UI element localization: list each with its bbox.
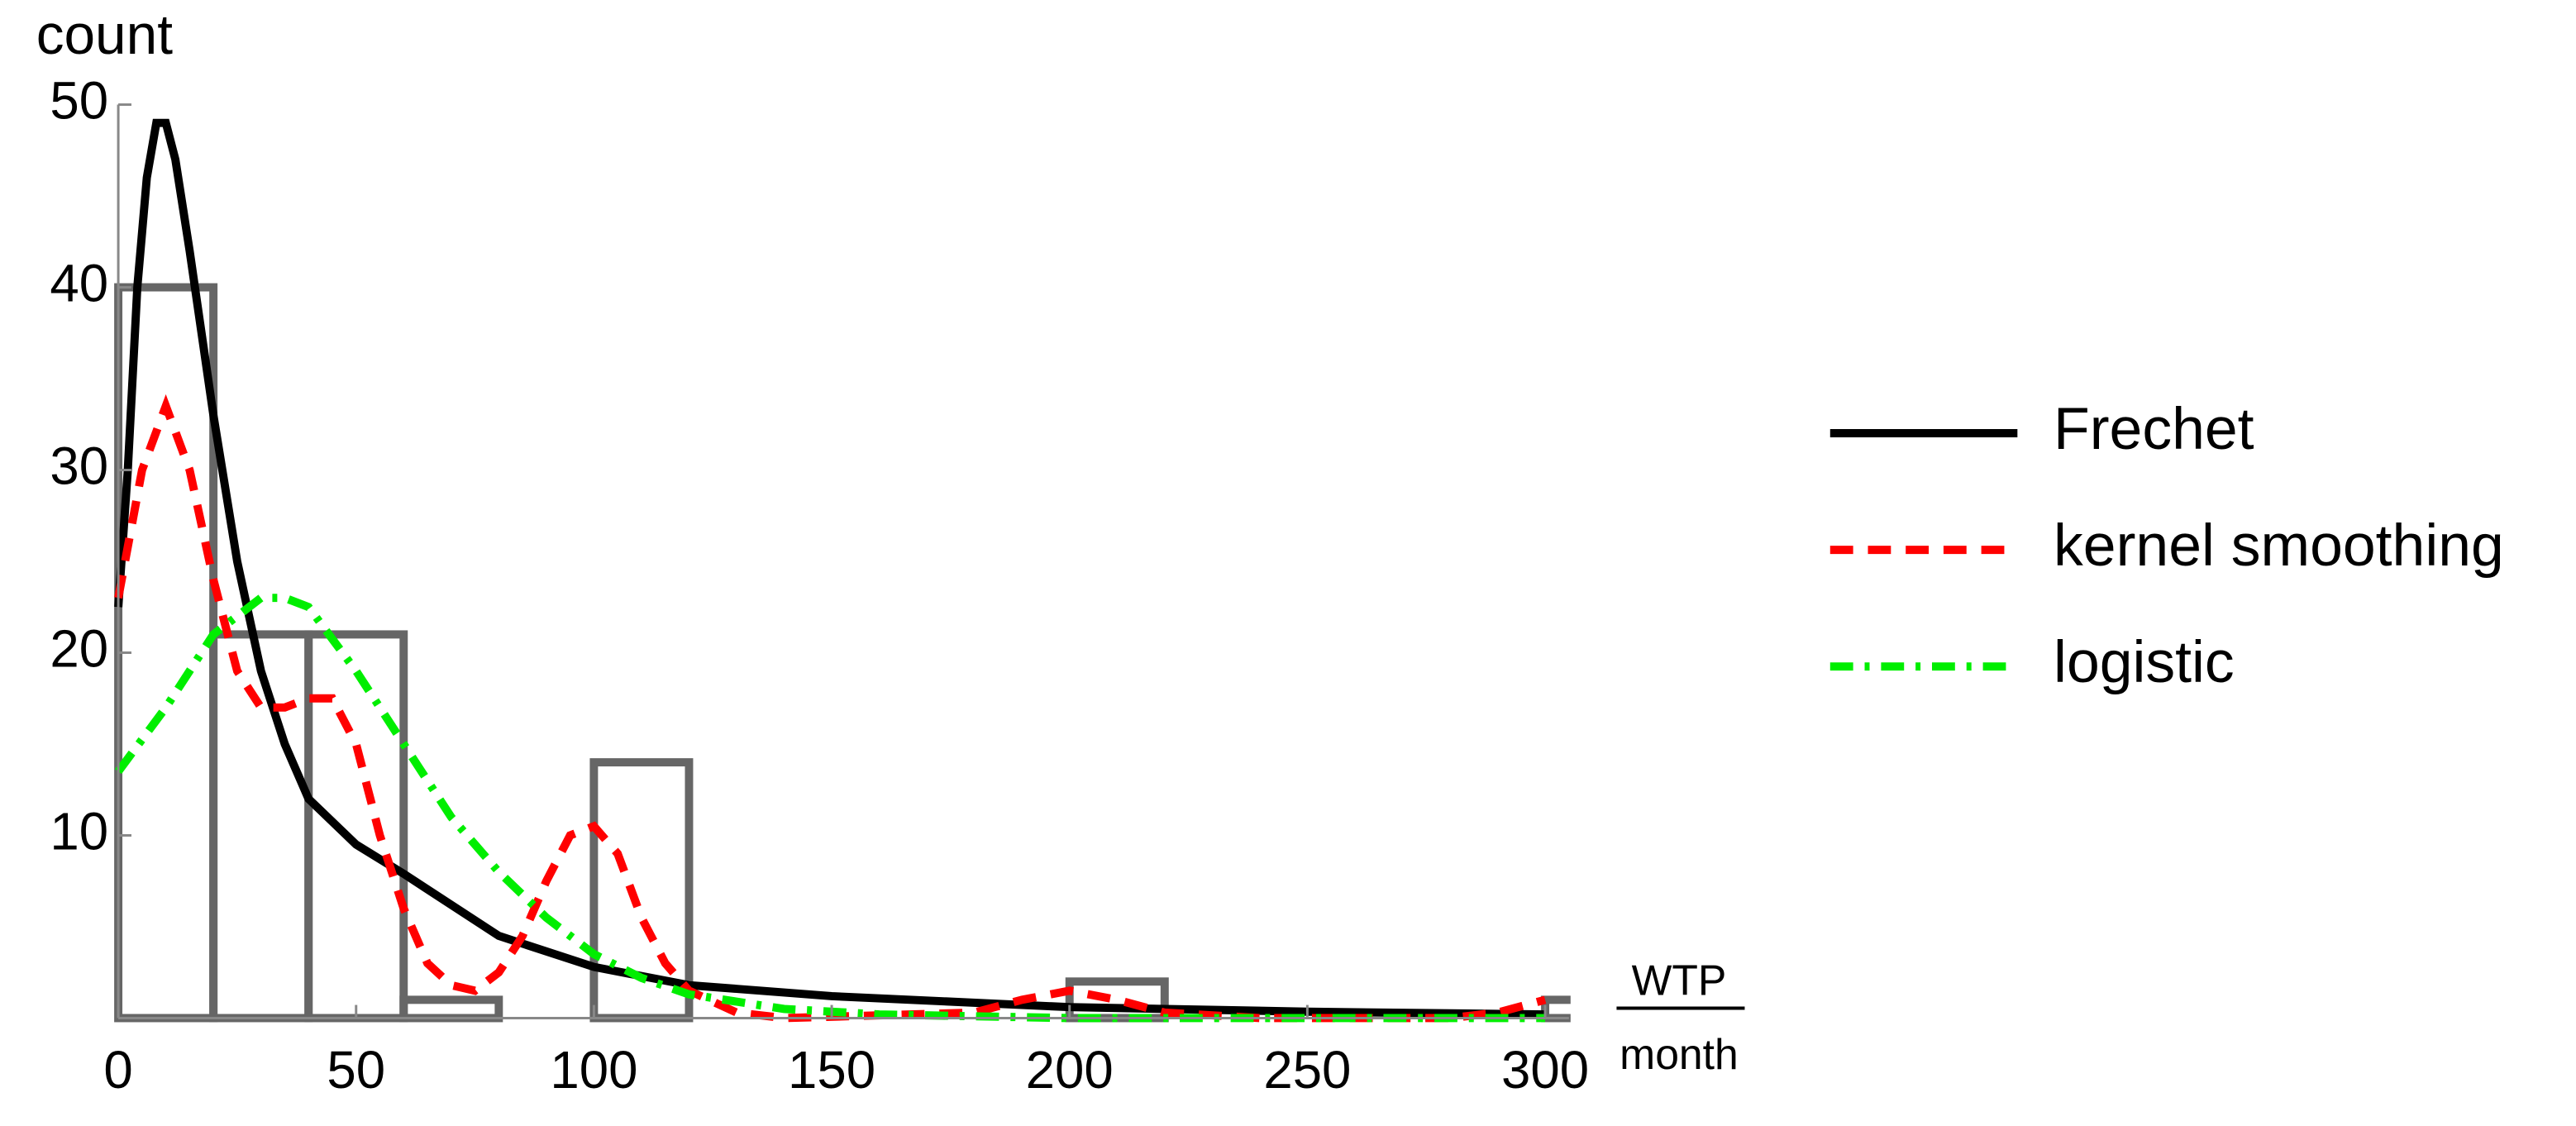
y-axis-label: count: [36, 4, 173, 66]
series-line: [114, 394, 1547, 1023]
legend-label: kernel smoothing: [2054, 513, 2504, 579]
histogram: [114, 283, 1571, 1023]
x-tick-label: 0: [103, 1041, 132, 1100]
x-tick-label: 200: [1026, 1041, 1114, 1100]
series-line: [114, 118, 1546, 1019]
legend-label: Frechet: [2054, 396, 2254, 462]
x-tick-label: 250: [1263, 1041, 1351, 1100]
histogram-bar: [399, 995, 503, 1023]
y-tick-label: 40: [50, 254, 108, 313]
x-tick-label: 50: [327, 1041, 385, 1100]
legend: Frechet kernel smoothing logistic: [1829, 396, 2504, 695]
y-tick-label: 10: [50, 802, 108, 861]
legend-label: logistic: [2054, 629, 2235, 695]
x-tick-label: 300: [1501, 1041, 1589, 1100]
plot-area: [114, 118, 1571, 1023]
y-tick-label: 20: [50, 619, 108, 678]
x-axis-label: month: [1620, 1030, 1739, 1078]
y-tick-label: 50: [50, 71, 108, 130]
x-tick-label: 150: [788, 1041, 875, 1100]
series-line: [115, 594, 1546, 1023]
x-axis-label: WTP: [1632, 956, 1727, 1004]
histogram-bar: [304, 630, 408, 1023]
histogram-bar: [209, 630, 313, 1023]
x-tick-label: 100: [550, 1041, 637, 1100]
y-tick-label: 30: [50, 437, 108, 495]
